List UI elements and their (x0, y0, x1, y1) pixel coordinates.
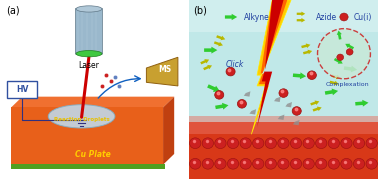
Circle shape (337, 54, 344, 61)
Text: Cu Plate: Cu Plate (75, 150, 110, 159)
Polygon shape (274, 97, 280, 102)
Polygon shape (301, 43, 310, 48)
Polygon shape (257, 0, 284, 127)
Polygon shape (11, 97, 174, 107)
Polygon shape (331, 74, 341, 79)
Text: HV: HV (16, 85, 28, 94)
Circle shape (278, 158, 289, 169)
Polygon shape (163, 97, 174, 165)
Polygon shape (215, 103, 228, 110)
Text: Azide: Azide (316, 13, 337, 21)
Polygon shape (244, 91, 250, 97)
Polygon shape (337, 31, 342, 40)
Ellipse shape (76, 50, 102, 57)
Polygon shape (200, 59, 209, 64)
Polygon shape (214, 41, 223, 46)
Ellipse shape (76, 6, 102, 12)
Text: Complexation: Complexation (326, 82, 370, 87)
Polygon shape (249, 109, 256, 115)
Circle shape (353, 158, 365, 169)
Text: (b): (b) (193, 5, 207, 15)
Circle shape (279, 89, 288, 97)
Polygon shape (313, 107, 322, 112)
Polygon shape (297, 12, 305, 16)
Circle shape (307, 71, 316, 79)
Polygon shape (253, 0, 287, 131)
Text: Click: Click (225, 60, 243, 69)
Circle shape (226, 67, 235, 76)
Circle shape (228, 138, 239, 149)
Circle shape (303, 138, 314, 149)
Polygon shape (204, 47, 217, 54)
Circle shape (316, 138, 327, 149)
Circle shape (340, 13, 348, 21)
Bar (189, 116, 378, 134)
Text: Alkyne: Alkyne (244, 13, 270, 21)
Circle shape (328, 158, 339, 169)
Text: Cu(i): Cu(i) (353, 13, 372, 21)
Polygon shape (293, 120, 299, 125)
Circle shape (253, 158, 264, 169)
Circle shape (228, 158, 239, 169)
Circle shape (318, 29, 370, 79)
Polygon shape (310, 100, 319, 105)
Circle shape (237, 100, 246, 108)
Circle shape (346, 49, 353, 55)
Bar (189, 0, 378, 32)
Circle shape (265, 138, 276, 149)
Circle shape (240, 158, 251, 169)
Circle shape (215, 91, 224, 99)
Polygon shape (355, 100, 369, 107)
Circle shape (290, 138, 302, 149)
Bar (11, 107, 163, 165)
Circle shape (265, 158, 276, 169)
Polygon shape (345, 44, 354, 49)
Circle shape (303, 158, 314, 169)
Text: Laser: Laser (79, 61, 99, 70)
Circle shape (189, 158, 201, 169)
Polygon shape (330, 81, 339, 85)
Circle shape (316, 158, 327, 169)
Circle shape (341, 138, 352, 149)
Text: (a): (a) (6, 5, 19, 15)
Circle shape (189, 138, 201, 149)
Polygon shape (303, 50, 312, 54)
Polygon shape (216, 35, 225, 40)
Circle shape (215, 158, 226, 169)
Polygon shape (293, 72, 306, 79)
FancyBboxPatch shape (8, 81, 37, 98)
Polygon shape (344, 66, 357, 72)
Polygon shape (297, 18, 305, 22)
Text: MS: MS (158, 65, 172, 74)
Polygon shape (325, 88, 338, 95)
Circle shape (278, 138, 289, 149)
Circle shape (215, 138, 226, 149)
Polygon shape (334, 58, 343, 64)
Circle shape (353, 138, 365, 149)
Circle shape (202, 138, 214, 149)
Circle shape (202, 158, 214, 169)
Polygon shape (278, 115, 284, 120)
Polygon shape (251, 0, 291, 134)
FancyBboxPatch shape (76, 8, 102, 54)
Ellipse shape (48, 105, 115, 128)
Circle shape (341, 158, 352, 169)
Bar (189, 122, 378, 179)
Bar (189, 0, 378, 134)
Circle shape (328, 138, 339, 149)
Circle shape (253, 138, 264, 149)
Circle shape (292, 107, 301, 115)
Circle shape (240, 138, 251, 149)
Polygon shape (146, 57, 178, 86)
Polygon shape (207, 84, 220, 92)
Polygon shape (225, 14, 237, 20)
Text: Reaction Droplets: Reaction Droplets (54, 117, 110, 122)
Circle shape (366, 158, 377, 169)
Polygon shape (203, 65, 212, 70)
Polygon shape (285, 102, 292, 107)
Bar (11, 164, 165, 169)
Circle shape (366, 138, 377, 149)
Circle shape (290, 158, 302, 169)
